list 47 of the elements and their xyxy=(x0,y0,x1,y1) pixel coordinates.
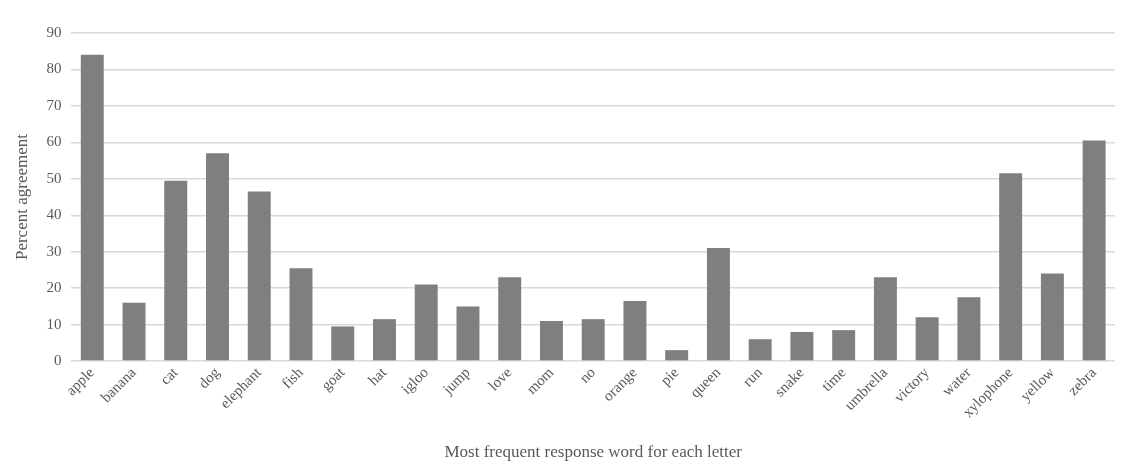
bar xyxy=(873,277,897,361)
bar xyxy=(206,153,229,361)
x-tick-label: hat xyxy=(365,363,390,389)
x-tick-label: run xyxy=(739,363,766,390)
bar xyxy=(164,180,188,361)
x-tick-label: fish xyxy=(278,363,307,392)
bar xyxy=(247,191,271,361)
bar xyxy=(539,320,563,361)
y-tick-label: 90 xyxy=(46,23,62,40)
bar xyxy=(80,54,104,361)
bar xyxy=(706,248,730,361)
bar xyxy=(498,277,522,361)
bar xyxy=(289,268,313,361)
bar xyxy=(373,319,396,361)
x-tick-label: cat xyxy=(156,363,182,388)
x-tick-label: love xyxy=(485,363,515,394)
y-tick-label: 50 xyxy=(46,169,62,186)
y-tick-label: 60 xyxy=(46,133,62,150)
bar xyxy=(999,173,1023,361)
x-tick-label: pie xyxy=(657,363,682,389)
x-tick-label: goat xyxy=(318,363,349,394)
x-tick-label: dog xyxy=(195,363,223,392)
bar xyxy=(581,319,605,361)
bar xyxy=(414,284,438,361)
y-tick-label: 10 xyxy=(46,315,62,332)
x-tick-label: time xyxy=(818,363,849,395)
y-tick-label: 40 xyxy=(46,206,62,223)
y-tick-label: 20 xyxy=(46,279,62,296)
bar xyxy=(915,317,939,361)
bar xyxy=(456,306,480,361)
y-axis-title: Percent agreement xyxy=(11,133,31,261)
bar xyxy=(790,331,814,361)
bar xyxy=(665,350,689,361)
y-tick-label: 70 xyxy=(46,96,62,113)
bar xyxy=(832,330,856,361)
bar xyxy=(1040,273,1064,361)
x-tick-label: no xyxy=(576,364,599,386)
bar xyxy=(957,297,981,361)
y-tick-label: 0 xyxy=(53,352,62,369)
bar xyxy=(748,339,772,361)
bar xyxy=(1082,140,1106,361)
y-tick-label: 30 xyxy=(46,242,62,259)
bar xyxy=(122,302,146,361)
bar xyxy=(331,326,355,361)
y-tick-label: 80 xyxy=(46,60,62,77)
bar xyxy=(623,300,647,361)
x-axis-title: Most frequent response word for each letter xyxy=(444,442,743,462)
